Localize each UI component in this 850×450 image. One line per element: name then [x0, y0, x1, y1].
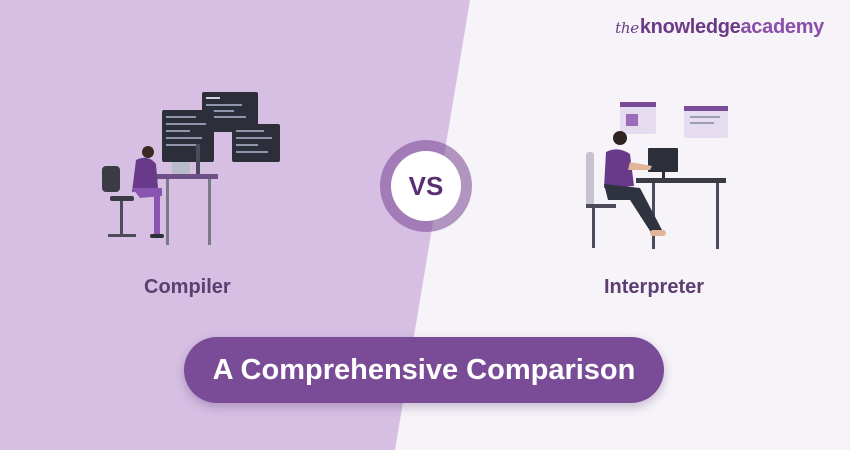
- code-window-icon: [162, 110, 214, 162]
- interpreter-label: Interpreter: [604, 276, 705, 298]
- compiler-label: Compiler: [144, 276, 231, 298]
- compiler-illustration: [102, 92, 280, 245]
- vs-text: VS: [391, 151, 461, 221]
- comparison-banner: A Comprehensive Comparison: [184, 337, 664, 403]
- vs-badge: VS: [380, 140, 472, 232]
- brand-logo: theknowledgeacademy: [615, 16, 824, 38]
- code-window-icon: [232, 124, 280, 162]
- code-window-icon: [684, 106, 728, 138]
- interpreter-illustration: [586, 102, 728, 249]
- code-window-icon: [202, 92, 258, 132]
- code-window-icon: [620, 102, 656, 134]
